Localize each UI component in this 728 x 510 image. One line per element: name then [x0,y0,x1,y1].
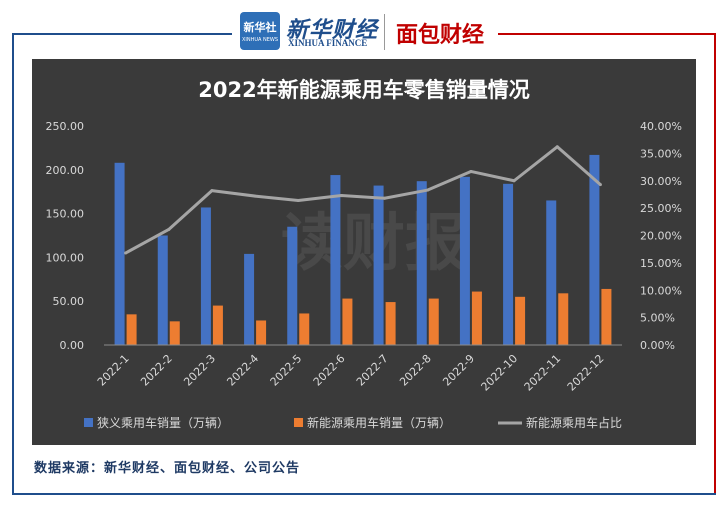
legend-label: 狭义乘用车销量（万辆） [97,415,229,430]
x-tick-label: 2022-12 [565,352,607,394]
bar-nev-sales [515,296,526,345]
frame-top-right-line [498,33,716,35]
bar-nev-sales [601,288,612,345]
y-right-tick-label: 0.00% [640,339,675,352]
y-right-tick-label: 30.00% [640,175,682,188]
y-left-tick-label: 200.00 [46,164,85,177]
brand-divider [384,14,385,50]
bar-narrow-sales [200,207,211,345]
chart-svg: 2022年新能源乘用车零售销量情况 读财报 0.0050.00100.00150… [46,78,682,430]
y-right-tick-label: 40.00% [640,120,682,133]
frame-right-border [714,33,716,495]
y-right-tick-label: 10.00% [640,284,682,297]
line-point [339,194,343,198]
bar-nev-sales [126,314,137,345]
y-left-tick-label: 0.00 [60,339,85,352]
x-tick-label: 2022-10 [479,352,521,394]
legend-swatch [294,418,303,427]
chart-panel: 2022年新能源乘用车零售销量情况 读财报 0.0050.00100.00150… [32,59,696,445]
y-left-tick-label: 50.00 [53,295,85,308]
line-point [383,196,387,200]
y-left-tick-label: 100.00 [46,251,85,264]
bar-narrow-sales [373,185,384,345]
line-point [469,169,473,173]
x-tick-label: 2022-3 [181,352,218,389]
line-point [512,179,516,183]
bar-nev-sales [471,291,482,345]
x-tick-label: 2022-6 [311,352,348,389]
bar-nev-sales [212,305,223,345]
line-point [124,251,128,255]
bar-narrow-sales [546,200,557,345]
bar-nev-sales [385,302,396,345]
y-right-tick-label: 15.00% [640,257,682,270]
frame-bottom-border [12,493,716,495]
bar-narrow-sales [157,235,168,345]
y-right-tick-label: 20.00% [640,230,682,243]
bar-narrow-sales [416,181,427,345]
x-tick-label: 2022-9 [440,352,477,389]
bar-narrow-sales [589,154,600,345]
x-tick-label: 2022-8 [397,352,434,389]
brand-name-en: XINHUA FINANCE [288,38,368,48]
line-point [598,183,602,187]
legend-label: 新能源乘用车占比 [526,415,622,430]
logo-text-bottom: XINHUA NEWS [241,37,279,43]
legend-swatch [84,418,93,427]
y-left-tick-label: 150.00 [46,208,85,221]
bar-nev-sales [342,298,353,345]
y-right-tick-label: 35.00% [640,147,682,160]
bar-narrow-sales [244,253,255,345]
bar-narrow-sales [459,176,470,345]
line-point [426,188,430,192]
x-tick-label: 2022-1 [95,352,132,389]
bar-narrow-sales [114,162,125,345]
chart-title: 2022年新能源乘用车零售销量情况 [198,78,529,102]
line-point [167,227,171,231]
line-point [296,198,300,202]
line-point [253,194,257,198]
source-note: 数据来源：新华财经、面包财经、公司公告 [34,461,301,476]
bar-nev-sales [256,320,267,345]
frame-top-left-line [12,33,232,35]
bar-narrow-sales [330,175,341,345]
x-tick-label: 2022-5 [268,352,305,389]
bar-nev-sales [299,313,310,345]
y-left-tick-label: 250.00 [46,120,85,133]
line-point [210,189,214,193]
bar-narrow-sales [287,226,298,345]
line-point [555,145,559,149]
line-nev-share [124,145,602,255]
x-tick-label: 2022-11 [522,352,564,394]
brand-name-cn: 新华财经 [286,17,379,43]
y-right-tick-label: 5.00% [640,312,675,325]
bar-nev-sales [428,298,439,345]
bar-narrow-sales [503,183,514,345]
legend-label: 新能源乘用车销量（万辆） [307,415,451,430]
logo-text-top: 新华社 [243,21,277,34]
xinhua-logo: 新华社 XINHUA NEWS [240,12,280,50]
brand-name-2: 面包财经 [396,23,485,48]
x-tick-label: 2022-4 [224,352,261,389]
frame-left-border [12,33,14,495]
bar-nev-sales [169,321,180,345]
x-tick-label: 2022-2 [138,352,175,389]
x-tick-label: 2022-7 [354,352,391,389]
y-right-tick-label: 25.00% [640,202,682,215]
bar-nev-sales [558,293,569,345]
